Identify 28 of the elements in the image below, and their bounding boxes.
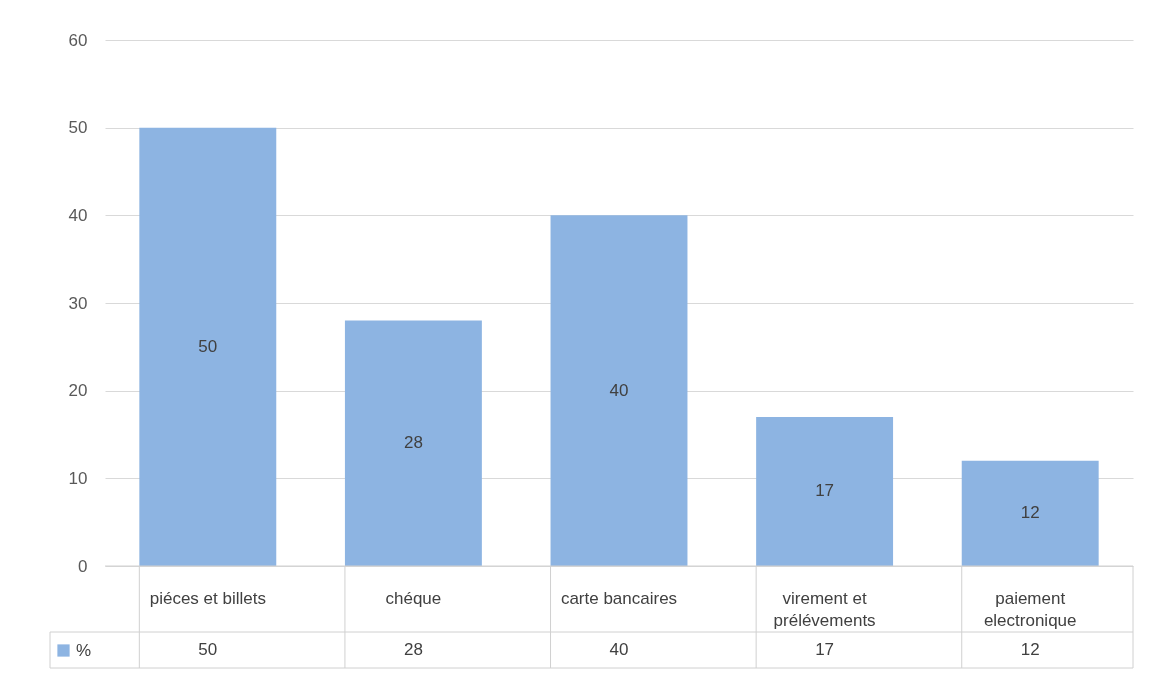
- y-tick-label: 0: [78, 556, 88, 576]
- bar: [961, 460, 1099, 566]
- y-tick-label: 30: [68, 293, 88, 313]
- x-tick-label: paiement electronique: [983, 589, 1077, 630]
- bar: [756, 416, 894, 566]
- legend-label: %: [76, 640, 92, 660]
- y-tick-label: 40: [68, 205, 88, 225]
- annotation: 28: [403, 433, 423, 453]
- data-label: 50: [198, 640, 218, 659]
- data-label: 40: [609, 640, 629, 659]
- bar: [550, 215, 688, 566]
- annotation: 12: [1020, 503, 1040, 523]
- x-tick-label: chéque: [385, 589, 442, 608]
- data-label: 28: [403, 640, 423, 659]
- annotation: 17: [815, 481, 835, 501]
- bar: [344, 320, 482, 566]
- data-label: 17: [815, 640, 835, 659]
- x-tick-label: carte bancaires: [560, 589, 678, 608]
- y-tick-label: 60: [68, 30, 88, 50]
- y-tick-label: 50: [68, 118, 88, 138]
- bar: [139, 127, 277, 566]
- y-tick-label: 10: [68, 468, 88, 488]
- x-tick-label: virement et prélévements: [773, 589, 876, 630]
- annotation: 40: [609, 380, 629, 400]
- annotation: 50: [198, 336, 218, 356]
- x-tick-label: piéces et billets: [149, 589, 266, 608]
- y-tick-label: 20: [68, 381, 88, 401]
- data-label: 12: [1020, 640, 1040, 659]
